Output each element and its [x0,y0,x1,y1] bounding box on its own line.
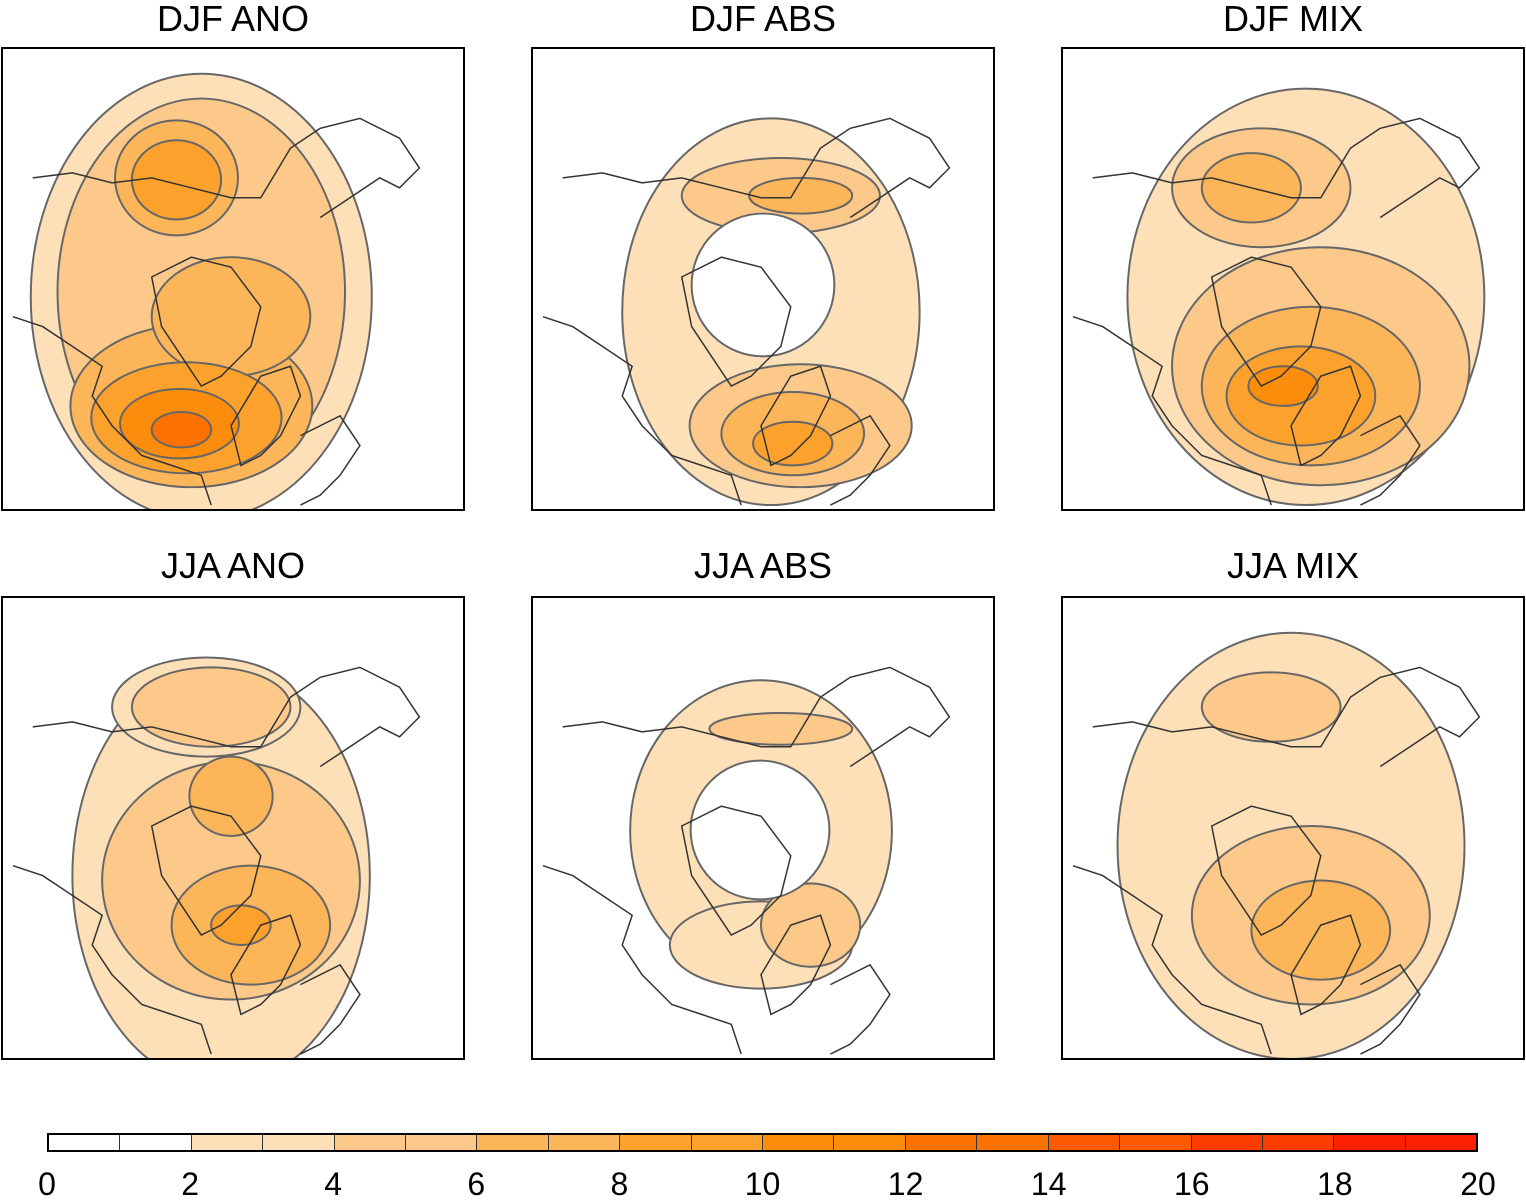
colorbar-segment [406,1135,478,1150]
colorbar [47,1133,1478,1152]
coastline [562,117,951,219]
colorbar-segment [191,1135,264,1150]
panel-title-djf-mix: DJF MIX [1223,0,1363,39]
coastline [1072,315,1272,506]
coastline [1360,963,1421,1055]
colorbar-tick-label: 14 [1030,1166,1067,1202]
colorbar-segment [1262,1135,1335,1150]
colorbar-segment [263,1135,335,1150]
coastline [1210,256,1322,388]
colorbar-tick-label: 10 [744,1166,781,1202]
map-panel-jja-mix [1061,596,1525,1060]
coastline [1290,365,1362,467]
coastline [542,315,742,506]
colorbar-tick-label: 20 [1460,1166,1496,1202]
colorbar-tick-label: 18 [1317,1166,1353,1202]
map-panel-djf-mix [1061,47,1525,511]
coastline [830,963,891,1055]
contour-fill-level-12-14 [150,410,213,449]
masked-polar-region [690,212,836,358]
colorbar-tick-label: 2 [181,1166,199,1202]
contour-fill-level-4-6 [1200,671,1342,743]
map-panel-djf-ano [1,47,465,511]
coastline [12,315,212,506]
coastline [760,365,832,467]
colorbar-segment [1191,1135,1263,1150]
contour-fill-level-6-8 [748,176,854,215]
colorbar-segment [334,1135,407,1150]
panel-title-jja-ano: JJA ANO [160,545,306,586]
colorbar-segment [905,1135,978,1150]
contour-fill-level-4-6 [130,666,292,748]
coastline [230,914,302,1016]
contour-fill-level-4-6 [760,882,862,968]
colorbar-segment [763,1135,835,1150]
colorbar-segment [548,1135,621,1150]
coastline [32,666,421,768]
colorbar-segment [977,1135,1049,1150]
coastline [300,963,361,1055]
map-jja-abs [542,666,951,1055]
coastline [230,365,302,467]
panel-title-djf-abs: DJF ABS [689,0,837,39]
contour-fill-level-6-8 [188,755,274,837]
map-panel-jja-ano [1,596,465,1060]
coastline [1360,414,1421,506]
coastline [542,864,742,1055]
coastline [1210,805,1322,937]
coastline [680,805,792,937]
colorbar-tick-label: 12 [887,1166,924,1202]
panel-title-jja-mix: JJA MIX [1226,545,1360,586]
coastline [1290,914,1362,1016]
colorbar-segment [834,1135,906,1150]
panel-title-djf-ano: DJF ANO [156,0,309,39]
colorbar-tick-label: 6 [467,1166,486,1202]
contour-fill-level-10-12 [1247,365,1319,407]
map-djf-ano [12,72,421,509]
map-jja-ano [12,656,421,1058]
colorbar-segment [1405,1135,1477,1150]
colorbar-segment [49,1135,121,1150]
masked-polar-region [689,759,831,901]
coastline [562,666,951,768]
coastline [760,914,832,1016]
coastline [150,256,262,388]
coastline [1092,666,1481,768]
colorbar-tick-label: 4 [324,1166,343,1202]
colorbar-tick-label: 0 [38,1166,56,1202]
coastline [300,414,361,506]
colorbar-segment [477,1135,549,1150]
colorbar-tick-label: 16 [1174,1166,1210,1202]
colorbar-segment [1334,1135,1406,1150]
contour-fill-level-6-8 [150,256,312,378]
coastline [680,256,792,388]
coastline [1072,864,1272,1055]
contour-fill-level-4-6 [708,712,854,746]
panel-title-jja-abs: JJA ABS [693,545,833,586]
map-djf-abs [542,117,951,507]
coastline [12,864,212,1055]
map-jja-mix [1072,631,1481,1058]
colorbar-tick-label: 8 [610,1166,629,1202]
colorbar-segment [691,1135,764,1150]
map-djf-mix [1072,87,1486,507]
map-panel-jja-abs [531,596,995,1060]
coastline [830,414,891,506]
colorbar-segment [1120,1135,1192,1150]
contour-fill-level-8-10 [130,139,223,221]
coastline [32,117,421,219]
coastline [150,805,262,937]
colorbar-segment [120,1135,192,1150]
map-panel-djf-abs [531,47,995,511]
coastline [1092,117,1481,219]
colorbar-segment [620,1135,692,1150]
colorbar-segment [1048,1135,1121,1150]
